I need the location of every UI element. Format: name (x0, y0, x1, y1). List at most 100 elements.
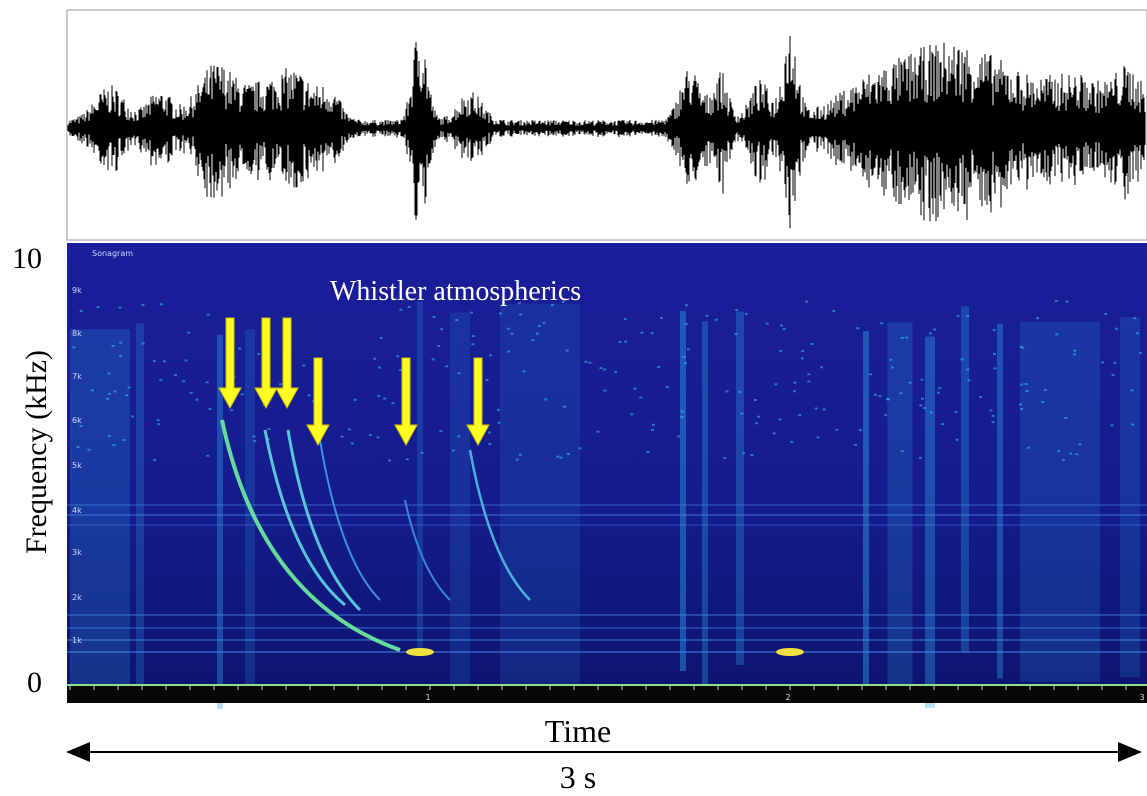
speckle (253, 440, 257, 443)
speckle (650, 428, 654, 431)
speckle (955, 438, 959, 441)
speckle (559, 456, 563, 459)
speckle (778, 418, 782, 421)
speckle (377, 394, 381, 397)
speckle (880, 322, 884, 325)
speckle (1041, 400, 1045, 403)
speckle (753, 398, 757, 401)
speckle (152, 360, 156, 363)
speckle (603, 368, 607, 371)
speckle (556, 455, 560, 458)
freq-tick-label: 9k (72, 286, 82, 295)
speckle (822, 408, 826, 411)
time-tick-label: 2 (785, 693, 790, 702)
speckle (378, 366, 382, 369)
speckle (383, 397, 387, 400)
speckle (108, 392, 112, 395)
speckle (680, 410, 684, 413)
speckle (240, 393, 244, 396)
speckle (603, 389, 607, 392)
speckle (918, 456, 922, 459)
speckle (353, 398, 357, 401)
speckle (650, 332, 654, 335)
hotspot (776, 648, 804, 656)
speckle (257, 352, 261, 355)
speckle (206, 454, 210, 457)
speckle (1139, 352, 1143, 355)
freq-tick-label: 1k (72, 636, 82, 645)
streak (997, 323, 1003, 679)
speckle (1073, 349, 1077, 352)
speckle (956, 314, 960, 317)
speckle (659, 317, 663, 320)
speckle (302, 364, 306, 367)
speckle (1019, 345, 1023, 348)
speckle (499, 312, 503, 315)
speckle (388, 459, 392, 462)
speckle (189, 392, 193, 395)
speckle (801, 350, 805, 353)
speckle (684, 322, 688, 325)
speckle (1027, 446, 1031, 449)
speckle (208, 408, 212, 411)
speckle (544, 398, 548, 401)
speckle (399, 308, 403, 311)
speckle (807, 380, 811, 383)
speckle (187, 331, 191, 334)
hotspot (406, 648, 434, 656)
speckle (472, 335, 476, 338)
arrow (394, 357, 418, 447)
y-axis-title: Frequency (kHz) (20, 350, 53, 554)
speckle (878, 395, 882, 398)
speckle (1057, 450, 1061, 453)
speckle (396, 355, 400, 358)
speckle (507, 350, 511, 353)
speckle (682, 356, 686, 359)
freq-tick-label: 5k (72, 461, 82, 470)
speckle (451, 449, 455, 452)
speckle (900, 450, 904, 453)
speckle (923, 407, 927, 410)
speckle (1019, 383, 1023, 386)
speckle (737, 390, 741, 393)
speckle (510, 332, 514, 335)
time-strip (67, 685, 1147, 703)
speckle (1072, 353, 1076, 356)
speckle (835, 428, 839, 431)
speckle (565, 349, 569, 352)
speckle (379, 336, 383, 339)
speckle (805, 300, 809, 303)
speckle (992, 352, 996, 355)
speckle (908, 381, 912, 384)
whistler (404, 499, 451, 601)
speckle (96, 306, 100, 309)
speckle (561, 301, 565, 304)
streak (680, 311, 686, 671)
speckle (919, 404, 923, 407)
streak (961, 306, 969, 652)
speckle (1043, 389, 1047, 392)
speckle (113, 390, 117, 393)
speckle (457, 435, 461, 438)
speckle (517, 302, 521, 305)
speckle (779, 349, 783, 352)
streak (887, 322, 913, 686)
speckle (683, 362, 687, 365)
speckle (884, 414, 888, 417)
speckle (886, 397, 890, 400)
speckle (471, 343, 475, 346)
speckle (206, 313, 210, 316)
y-bottom-label: 0 (27, 666, 42, 699)
speckle (1020, 407, 1024, 410)
speckle (455, 319, 459, 322)
speckle (1111, 373, 1115, 376)
time-tick-label: 1 (425, 693, 430, 702)
speckle (899, 392, 903, 395)
speckle (774, 383, 778, 386)
speckle (87, 448, 91, 451)
speckle (618, 340, 622, 343)
speckle (633, 387, 637, 390)
whistler (263, 429, 346, 607)
speckle (445, 365, 449, 368)
